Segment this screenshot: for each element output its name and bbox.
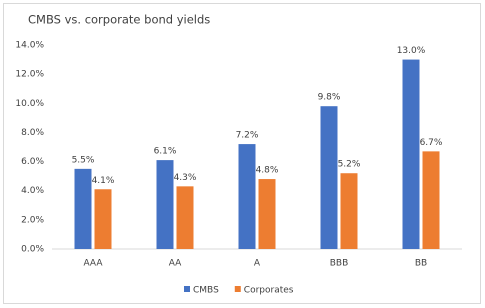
bar	[258, 179, 276, 249]
value-label: 6.7%	[420, 138, 443, 148]
bar	[74, 168, 92, 249]
chart-title: CMBS vs. corporate bond yields	[28, 13, 210, 27]
value-label: 4.8%	[256, 166, 279, 176]
legend-label: CMBS	[193, 286, 219, 296]
y-tick-label: 14.0%	[15, 41, 44, 51]
bar	[176, 186, 194, 249]
y-tick-label: 10.0%	[15, 99, 44, 109]
y-tick-label: 6.0%	[21, 157, 44, 167]
bar	[94, 189, 112, 249]
x-tick-label: BBB	[330, 259, 349, 269]
x-tick-label: AA	[169, 259, 182, 269]
value-label: 4.1%	[92, 176, 115, 186]
bar	[422, 151, 440, 249]
x-tick-label: AAA	[84, 259, 104, 269]
legend-swatch	[234, 286, 241, 292]
value-label: 7.2%	[236, 131, 259, 141]
y-tick-label: 8.0%	[21, 128, 44, 138]
value-label: 4.3%	[174, 173, 197, 183]
value-label: 5.5%	[72, 155, 95, 165]
value-label: 5.2%	[338, 160, 361, 170]
value-label: 6.1%	[154, 147, 177, 157]
legend-swatch	[184, 286, 190, 292]
y-tick-label: 12.0%	[15, 70, 44, 80]
bar	[340, 173, 358, 249]
y-tick-label: 0.0%	[21, 245, 44, 255]
bar	[320, 106, 338, 249]
bar	[156, 160, 174, 249]
y-tick-label: 2.0%	[21, 215, 44, 225]
bar	[402, 59, 420, 250]
value-label: 13.0%	[397, 46, 426, 56]
value-label: 9.8%	[318, 93, 341, 103]
legend-label: Corporates	[244, 286, 294, 296]
x-tick-label: BB	[415, 259, 427, 269]
y-tick-label: 4.0%	[21, 186, 44, 196]
x-tick-label: A	[254, 259, 261, 269]
bar	[238, 144, 256, 249]
